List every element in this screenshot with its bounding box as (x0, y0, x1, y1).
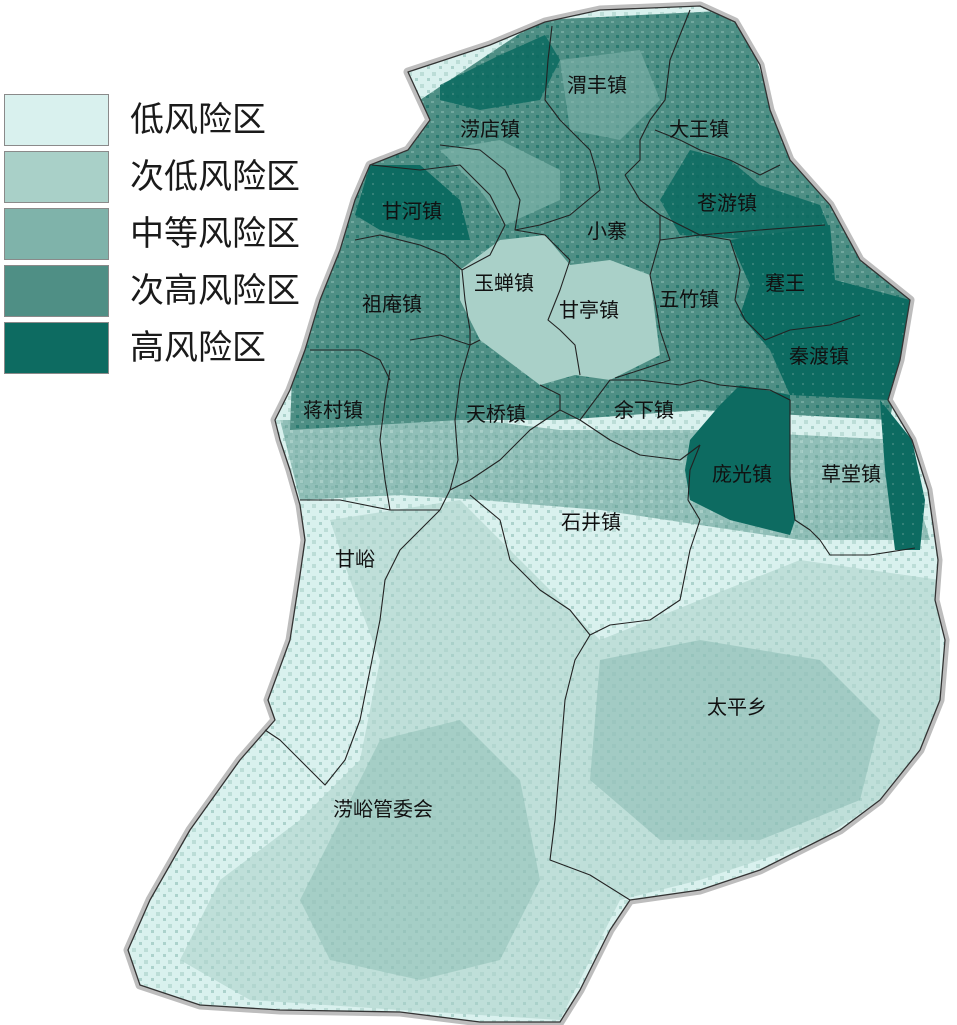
label-xiaozhai: 小寨 (587, 219, 627, 243)
boundary-pangguang-west (687, 444, 701, 521)
zone-high-cangyou (660, 150, 830, 240)
label-laodian: 涝店镇 (460, 117, 520, 141)
legend-label-medium: 中等风险区 (130, 214, 300, 254)
legend-item-high: 高风险区 (4, 322, 324, 379)
legend-label-low: 低风险区 (130, 100, 266, 140)
boundary-shijing-west (469, 494, 591, 636)
legend-swatch-low (4, 94, 109, 146)
legend-swatch-secondary-low (4, 151, 109, 203)
township-labels: 渭丰镇 涝店镇 大王镇 苍游镇 甘河镇 小寨 玉蝉镇 甘亭镇 五竹镇 蹇王 祖庵… (303, 73, 881, 821)
legend-swatch-secondary-high (4, 265, 109, 317)
label-jiangcun: 蒋村镇 (303, 398, 363, 422)
legend-label-secondary-high: 次高风险区 (130, 271, 300, 311)
label-cangyou: 苍游镇 (697, 191, 757, 215)
boundary-zuan-tianqiao (409, 334, 481, 346)
boundary-tianqiao-west (439, 344, 471, 511)
boundary-jiangcun-east (379, 369, 391, 511)
zone-mid-weifeng (560, 50, 660, 140)
label-weifeng: 渭丰镇 (567, 73, 627, 97)
legend-swatch-high (4, 322, 109, 374)
zone-high-pangguang (685, 385, 795, 535)
zone-high-jianwang-qindu (730, 225, 910, 400)
map-outline (127, 5, 946, 1023)
label-jianwang: 蹇王 (765, 271, 805, 295)
label-caotang: 草堂镇 (821, 462, 881, 486)
boundary-ganyu-north (300, 499, 440, 511)
legend-item-low: 低风险区 (4, 94, 324, 151)
label-shijing: 石井镇 (561, 510, 621, 534)
zone-mid-laodian (440, 140, 560, 225)
boundary-zuan-jiangcun (310, 349, 391, 381)
boundary-xiaozhai-west (514, 229, 571, 261)
boundary-ganyu-east (264, 509, 441, 786)
township-boundaries (264, 9, 916, 901)
label-wuzhu: 五竹镇 (659, 287, 719, 311)
boundary-tianqiao-yuxia (539, 379, 721, 421)
legend-label-secondary-low: 次低风险区 (130, 157, 300, 197)
legend-item-secondary-high: 次高风险区 (4, 265, 324, 322)
zone-secondary-low-yuchan-ganting (460, 235, 660, 385)
legend-item-secondary-low: 次低风险区 (4, 151, 324, 208)
boundary-pangguang (719, 384, 821, 541)
boundary-dawang-cangyou (654, 129, 781, 176)
label-yuxia: 余下镇 (614, 398, 674, 422)
zone-high-caotang-edge (880, 400, 925, 550)
boundary-cangyou-south (659, 214, 826, 236)
boundary-yuxia-south (579, 419, 701, 461)
zone-mid-ridge-south (590, 640, 880, 840)
boundary-weifeng-dawang (624, 9, 691, 176)
label-pangguang: 庞光镇 (712, 462, 772, 486)
zone-mid-laoyu (300, 720, 540, 980)
label-ganting: 甘亭镇 (559, 298, 619, 322)
label-yuchan: 玉蝉镇 (474, 271, 534, 295)
boundary-yuchan-ganting (547, 259, 581, 376)
boundary-caotang-south (819, 539, 916, 556)
boundary-taiping-west (549, 634, 631, 901)
boundary-ganting-wuzhu (614, 274, 671, 379)
boundary-ganhe-zuan (354, 234, 463, 271)
legend-item-medium: 中等风险区 (4, 208, 324, 265)
label-laoyu: 涝峪管委会 (333, 797, 433, 821)
label-ganhe: 甘河镇 (382, 199, 442, 223)
legend: 低风险区 次低风险区 中等风险区 次高风险区 高风险区 (4, 94, 324, 379)
legend-swatch-medium (4, 208, 109, 260)
boundary-yuchan-west (461, 269, 471, 345)
label-dawang: 大王镇 (669, 117, 729, 141)
boundary-weifeng-laodian (544, 25, 597, 171)
boundary-jianwang-qindu (764, 314, 861, 341)
zone-high-ganhe (355, 165, 470, 240)
label-taiping: 太平乡 (707, 695, 767, 719)
boundary-shijing-south (589, 519, 701, 636)
boundary-ganhe (371, 164, 506, 271)
label-tianqiao: 天桥镇 (466, 402, 526, 426)
label-ganyu: 甘峪 (335, 547, 375, 571)
label-qindu: 秦渡镇 (789, 344, 849, 368)
label-zuan: 祖庵镇 (362, 292, 422, 316)
boundary-tianqiao-shijing (449, 409, 561, 491)
legend-label-high: 高风险区 (130, 328, 266, 368)
zone-high-north-strip (440, 35, 560, 110)
